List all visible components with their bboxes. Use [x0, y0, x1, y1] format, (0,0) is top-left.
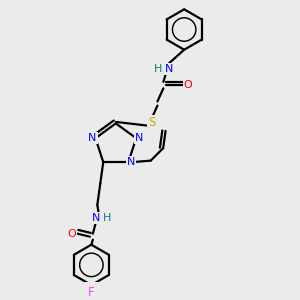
Text: N: N — [135, 133, 143, 143]
Text: S: S — [148, 116, 155, 129]
Text: H: H — [103, 213, 111, 223]
Text: F: F — [88, 286, 95, 299]
Text: O: O — [68, 229, 76, 239]
Text: O: O — [184, 80, 192, 90]
Text: N: N — [92, 213, 100, 223]
Text: H: H — [154, 64, 162, 74]
Text: N: N — [127, 157, 136, 167]
Text: N: N — [88, 133, 97, 143]
Text: N: N — [164, 64, 173, 74]
